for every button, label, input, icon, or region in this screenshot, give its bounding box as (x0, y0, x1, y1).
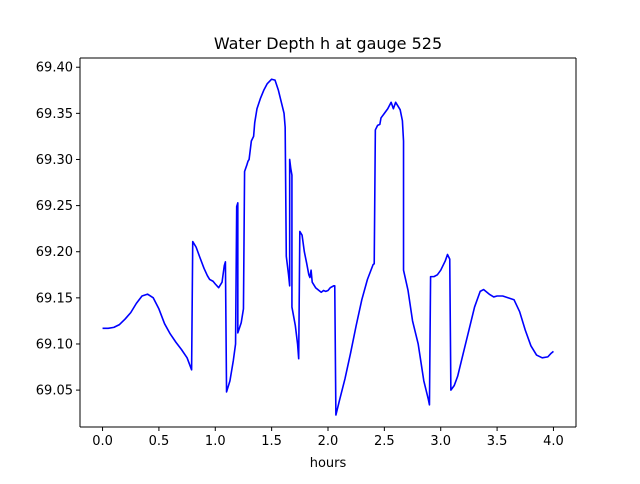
y-tick-label: 69.05 (36, 384, 73, 399)
x-tick-label: 4.0 (543, 434, 564, 449)
y-tick-label: 69.35 (36, 107, 73, 122)
y-tick-label: 69.25 (36, 199, 73, 214)
series-line-0 (102, 78, 554, 416)
y-tick-label: 69.20 (36, 245, 73, 260)
x-tick-label: 2.5 (374, 434, 395, 449)
y-tick-label: 69.15 (36, 291, 73, 306)
x-tick-label: 3.5 (487, 434, 508, 449)
chart-title: Water Depth h at gauge 525 (214, 34, 442, 53)
x-tick-label: 0.0 (92, 434, 113, 449)
plot-area (102, 78, 554, 416)
axes: 0.0 0.5 1.0 1.5 2.0 2.5 3.0 3.5 4.0 69.05 69.10 69.… (36, 57, 577, 449)
y-tick-label: 69.40 (36, 61, 73, 76)
y-tick-label: 69.30 (36, 153, 73, 168)
x-tick-label: 1.0 (205, 434, 226, 449)
x-tick-label: 3.0 (430, 434, 451, 449)
x-axis-title: hours (310, 456, 347, 471)
x-tick-label: 2.0 (318, 434, 339, 449)
x-tick-label: 0.5 (149, 434, 170, 449)
y-tick-label: 69.10 (36, 337, 73, 352)
x-tick-label: 1.5 (261, 434, 282, 449)
